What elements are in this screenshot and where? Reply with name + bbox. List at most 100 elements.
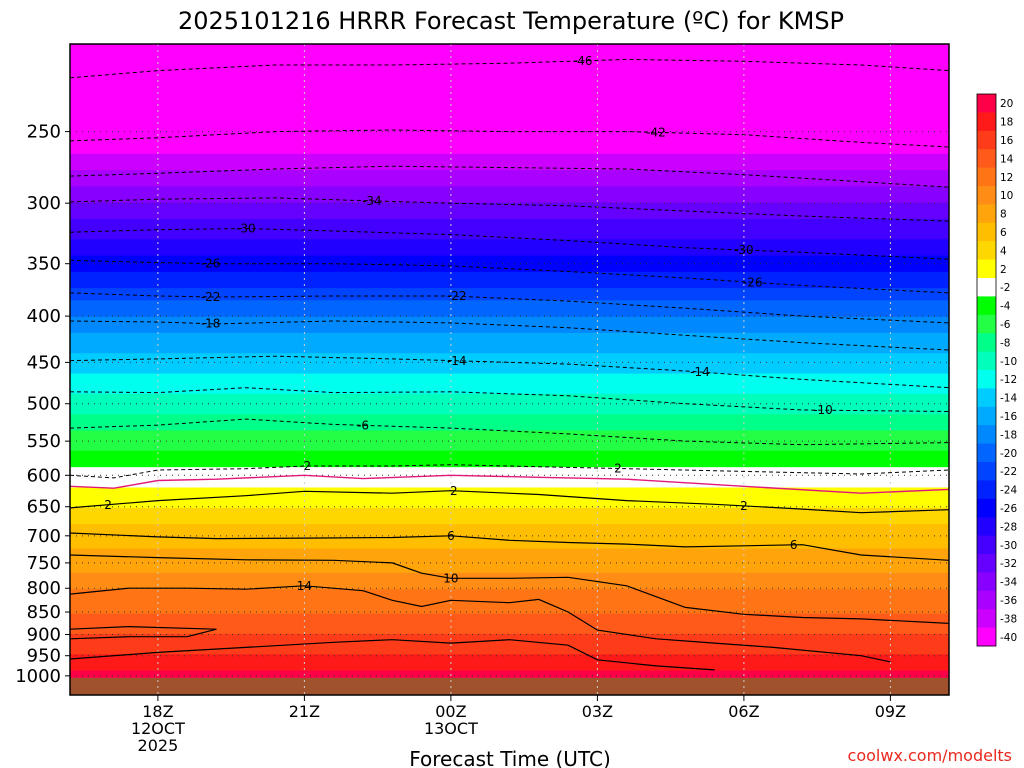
isotherm-line bbox=[70, 355, 949, 389]
temperature-band bbox=[70, 463, 949, 468]
temperature-band bbox=[70, 491, 949, 497]
isotherm-line bbox=[70, 554, 949, 624]
colorbar-label: -36 bbox=[1000, 595, 1017, 607]
colorbar-label: -34 bbox=[1000, 577, 1017, 589]
temperature-band bbox=[70, 88, 949, 94]
isotherm-line bbox=[70, 227, 949, 260]
temperature-band bbox=[70, 202, 949, 208]
colorbar-label: -24 bbox=[1000, 485, 1017, 497]
temperature-band bbox=[70, 560, 949, 566]
temperature-band bbox=[70, 72, 949, 78]
y-tick-label: 600 bbox=[27, 465, 61, 486]
colorbar-swatch bbox=[977, 333, 996, 353]
colorbar-label: -26 bbox=[1000, 503, 1017, 515]
temperature-band bbox=[70, 397, 949, 403]
contour-label: 6 bbox=[447, 529, 455, 543]
contour-label: -26 bbox=[201, 257, 221, 271]
contour-label: -42 bbox=[646, 125, 666, 139]
temperature-band bbox=[70, 182, 949, 188]
temperature-band bbox=[70, 60, 949, 65]
temperature-band bbox=[70, 499, 949, 505]
colorbar-frame bbox=[976, 93, 997, 647]
temperature-band bbox=[70, 658, 949, 664]
temperature-band bbox=[70, 316, 949, 322]
temperature-band bbox=[70, 80, 949, 86]
temperature-band bbox=[70, 418, 949, 423]
colorbar-label: 18 bbox=[1000, 117, 1013, 129]
colorbar-swatch bbox=[977, 590, 996, 610]
colorbar-swatch bbox=[977, 480, 996, 500]
temperature-band bbox=[70, 341, 949, 346]
temperature-band bbox=[70, 190, 949, 196]
colorbar-swatch bbox=[977, 149, 996, 169]
temperature-band bbox=[70, 524, 949, 529]
y-tick-label: 550 bbox=[27, 431, 61, 452]
temperature-band bbox=[70, 292, 949, 297]
temperature-band bbox=[70, 467, 949, 472]
colorbar-swatch bbox=[977, 425, 996, 445]
colorbar-swatch bbox=[977, 130, 996, 150]
colorbar-swatch bbox=[977, 462, 996, 481]
colorbar-label: -2 bbox=[1000, 282, 1010, 294]
temperature-band bbox=[70, 304, 949, 310]
temperature-band bbox=[70, 434, 949, 440]
temperature-band bbox=[70, 666, 949, 672]
temperature-band bbox=[70, 105, 949, 110]
temperature-band bbox=[70, 129, 949, 135]
colorbar-label: 4 bbox=[1000, 245, 1007, 257]
temperature-band bbox=[70, 638, 949, 643]
colorbar-swatch bbox=[977, 296, 996, 316]
temperature-band bbox=[70, 227, 949, 232]
temperature-band bbox=[70, 393, 949, 399]
temperature-band bbox=[70, 577, 949, 582]
temperature-band bbox=[70, 125, 949, 131]
colorbar-label: -8 bbox=[1000, 337, 1010, 349]
temperature-band bbox=[70, 206, 949, 212]
temperature-band bbox=[70, 650, 949, 655]
x-tick-label: 21Z bbox=[289, 702, 320, 721]
colorbar-label: -20 bbox=[1000, 448, 1017, 460]
colorbar-label: 12 bbox=[1000, 172, 1013, 184]
temperature-band bbox=[70, 589, 949, 594]
contour-label: -26 bbox=[743, 275, 763, 289]
temperature-band bbox=[70, 271, 949, 277]
temperature-band bbox=[70, 186, 949, 192]
temperature-band bbox=[70, 414, 949, 419]
temperature-band bbox=[70, 48, 949, 53]
temperature-band bbox=[70, 536, 949, 541]
temperature-band bbox=[70, 471, 949, 476]
colorbar-label: 2 bbox=[1000, 264, 1007, 276]
temperature-band bbox=[70, 564, 949, 570]
x-tick-label: 2025 bbox=[138, 736, 179, 755]
temperature-band bbox=[70, 210, 949, 216]
temperature-band bbox=[70, 540, 949, 546]
contour-label: 2 bbox=[614, 462, 622, 476]
colorbar-swatch bbox=[977, 241, 996, 261]
temperature-band bbox=[70, 601, 949, 607]
temperature-band bbox=[70, 178, 949, 183]
plot-area: -46 -42 -34 -30 -30 -26 -26 -22 -22 -18 -14 -14 -10 -… bbox=[70, 44, 949, 695]
y-tick-label: 300 bbox=[27, 193, 61, 214]
temperature-band bbox=[70, 556, 949, 562]
contour-label: -22 bbox=[447, 289, 467, 303]
temperature-band bbox=[70, 633, 949, 639]
temperature-band bbox=[70, 572, 949, 578]
temperature-band bbox=[70, 64, 949, 70]
temperature-band bbox=[70, 515, 949, 521]
temperature-band bbox=[70, 422, 949, 428]
x-tick-label: 03Z bbox=[582, 702, 613, 721]
contour-label: -22 bbox=[201, 290, 221, 304]
isotherm-line bbox=[70, 197, 949, 222]
below-ground-region bbox=[70, 677, 949, 695]
temperature-band bbox=[70, 275, 949, 281]
temperature-band bbox=[70, 198, 949, 204]
y-tick-label: 800 bbox=[27, 578, 61, 599]
y-tick-label: 1000 bbox=[15, 666, 61, 687]
x-tick-label: 00Z bbox=[435, 702, 466, 721]
colorbar-swatch bbox=[977, 222, 996, 242]
temperature-band bbox=[70, 381, 949, 387]
temperature-band bbox=[70, 247, 949, 253]
temperature-band bbox=[70, 170, 949, 175]
credit-link[interactable]: coolwx.com/modelts bbox=[848, 746, 1012, 765]
colorbar-label: -40 bbox=[1000, 632, 1017, 644]
